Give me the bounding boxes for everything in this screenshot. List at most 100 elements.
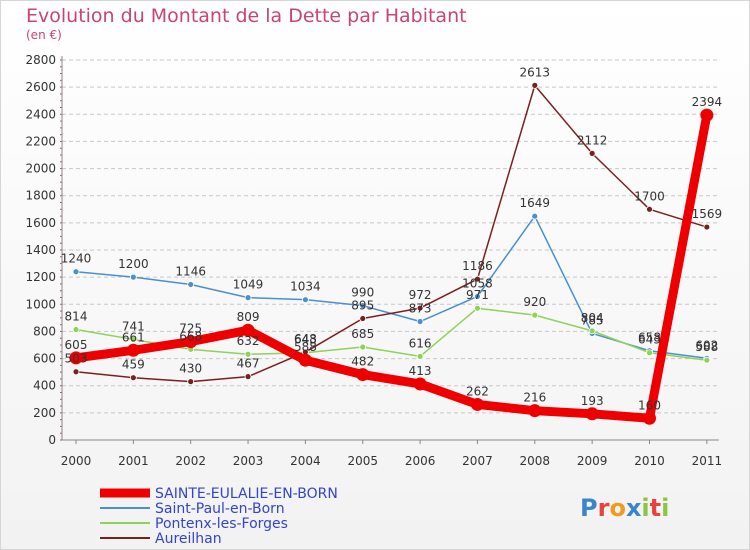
data-point [646,205,653,213]
series-lines [69,81,714,425]
data-point [69,351,83,365]
data-label: 643 [294,333,317,347]
data-label: 804 [581,311,604,325]
proxiti-logo: Proxiti [580,494,669,522]
data-label: 1700 [634,189,665,203]
data-label: 643 [638,333,661,347]
data-label: 972 [409,288,432,302]
data-point [531,212,539,220]
data-label: 588 [294,340,317,354]
x-tick-label: 2000 [61,454,92,468]
data-label: 1186 [462,259,493,273]
data-point [241,323,255,337]
data-label: 648 [294,332,317,346]
data-point [703,356,711,364]
y-tick-label: 400 [33,379,56,393]
data-point [129,374,137,382]
logo-letter: i [661,494,669,522]
data-label: 1034 [290,280,321,294]
data-point [585,407,599,421]
y-tick-label: 1200 [25,270,56,284]
data-point [700,108,714,122]
y-tick-label: 200 [33,406,56,420]
y-tick-label: 1800 [25,189,56,203]
data-label: 1569 [692,207,723,221]
data-label: 588 [695,340,718,354]
data-label: 785 [581,313,604,327]
data-point [470,397,484,411]
series-line [75,84,708,383]
data-point [359,315,367,322]
data-label: 503 [65,352,88,366]
y-tick-label: 0 [48,433,56,447]
x-tick-label: 2005 [347,454,378,468]
data-point [187,281,195,288]
series-line [75,307,708,361]
data-label: 1200 [118,257,149,271]
data-point [703,223,711,231]
y-tick-label: 1600 [25,216,56,230]
axes: 0 200 400 600 800 1000 1200 1400 1600 1800 2000 220… [25,53,722,468]
data-point [72,268,80,276]
data-label: 1146 [175,264,206,278]
y-tick-label: 800 [33,324,56,338]
y-tick-label: 2200 [25,134,56,148]
data-label: 990 [351,286,374,300]
legend-label: Pontenx-les-Forges [155,516,288,532]
logo-letter: t [650,494,661,522]
data-label: 895 [351,299,374,313]
data-label: 193 [581,394,604,408]
chart-title: Evolution du Montant de la Dette par Hab… [26,5,467,27]
data-label: 1058 [462,276,493,290]
data-label: 920 [523,295,546,309]
data-point [359,343,367,351]
data-label: 2613 [520,65,551,79]
data-point [129,336,137,343]
data-point [474,275,481,283]
data-point [416,304,424,312]
data-label: 2394 [692,95,723,109]
data-label: 482 [351,355,374,369]
data-point [646,349,653,357]
data-label: 413 [409,364,432,378]
y-tick-label: 2400 [25,107,56,121]
data-point [184,335,198,349]
data-point [126,343,140,357]
data-point [72,326,80,333]
series-line [71,110,712,423]
data-label: 873 [409,302,432,316]
data-point [588,327,596,335]
data-label: 725 [179,322,202,336]
legend-label: Aureilhan [155,531,222,547]
data-label: 668 [179,329,202,343]
chart-subtitle: (en €) [26,28,62,42]
proxiti-logo-text: Proxiti [580,494,669,522]
data-point [416,318,424,325]
data-label: 1649 [520,196,551,210]
series-line [75,215,708,360]
data-label: 216 [523,391,546,405]
x-tick-label: 2003 [233,454,264,468]
grid [62,59,719,414]
x-tick-label: 2011 [692,454,723,468]
data-label: 741 [122,319,145,333]
data-label: 262 [466,384,489,398]
data-label: 661 [122,330,145,344]
x-tick-label: 2006 [405,454,436,468]
data-point [474,304,481,312]
logo-letter: i [641,494,649,522]
data-point [531,311,539,319]
data-point [129,273,137,281]
data-point [244,294,252,302]
data-label: 809 [237,310,260,324]
data-label: 814 [65,310,88,324]
data-label: 430 [179,362,202,376]
data-point [359,302,367,310]
x-tick-label: 2007 [462,454,493,468]
data-point [531,81,539,89]
data-labels: 605 661 725 809 588 482 413 262 216 193 160 2394 124… [61,65,722,412]
data-label: 616 [409,336,432,350]
data-point [298,353,312,367]
